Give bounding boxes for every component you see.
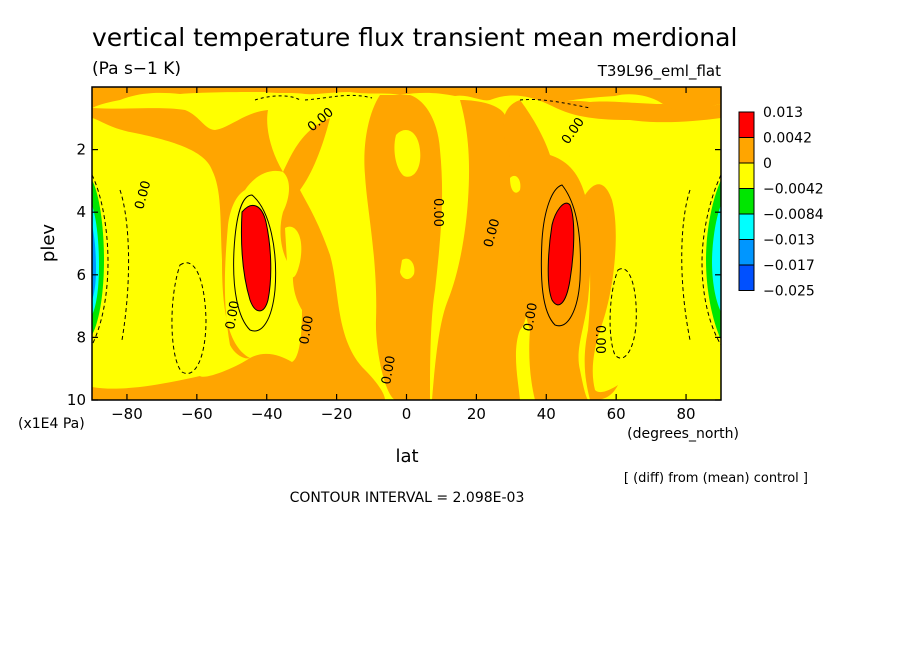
x-tick-label: −40 — [251, 405, 283, 423]
experiment-label: T39L96_eml_flat — [597, 62, 721, 81]
diff-note: [ (diff) from (mean) control ] — [624, 471, 808, 486]
neutral-island — [394, 130, 421, 177]
colorbar-label: −0.025 — [763, 284, 815, 300]
colorbar-swatch — [738, 213, 755, 240]
colorbar: 0.013 0.0042 0 −0.0042 −0.0084 −0.013 −0.017 −0… — [738, 105, 824, 300]
negative-band-north — [712, 205, 721, 312]
colorbar-label: 0.0042 — [763, 131, 812, 147]
positive-region — [584, 184, 618, 400]
positive-region — [364, 95, 443, 400]
contour-interval-label: CONTOUR INTERVAL = 2.098E-03 — [290, 490, 525, 506]
colorbar-label: −0.0084 — [763, 207, 824, 223]
y-tick-label: 10 — [67, 391, 86, 409]
colorbar-swatch — [738, 137, 755, 164]
x-tick-label: 20 — [467, 405, 486, 423]
colorbar-swatch — [738, 239, 755, 266]
colorbar-label: 0.013 — [763, 105, 803, 121]
contour-label: 0.00 — [297, 315, 317, 346]
colorbar-swatch — [738, 264, 755, 291]
x-axis: −80 −60 −40 −20 0 20 40 60 80 — [111, 87, 696, 423]
x-tick-label: −80 — [111, 405, 143, 423]
y-axis: 2 4 6 8 10 — [67, 141, 721, 409]
chart-units: (Pa s−1 K) — [92, 59, 181, 79]
colorbar-label: −0.013 — [763, 233, 815, 249]
neutral-island — [285, 226, 302, 278]
y-units-label: (x1E4 Pa) — [18, 416, 85, 432]
contour-label: 0.00 — [521, 302, 541, 333]
x-units-label: (degrees_north) — [627, 426, 739, 442]
y-tick-label: 8 — [76, 328, 86, 346]
colorbar-label: −0.017 — [763, 258, 815, 274]
positive-region — [503, 100, 591, 400]
colorbar-swatch — [738, 188, 755, 215]
y-axis-label: plev — [38, 224, 59, 263]
colorbar-label: 0 — [763, 156, 772, 172]
neutral-island — [510, 175, 521, 193]
contour-label: 0.00 — [223, 300, 243, 331]
positive-region — [92, 87, 721, 113]
contour-label: 0.00 — [592, 325, 607, 354]
positive-region — [552, 100, 721, 123]
x-axis-label: lat — [395, 446, 418, 467]
contour-label: 0.00 — [430, 198, 445, 227]
contour-label: 0.00 — [481, 217, 503, 249]
contour-label: 0.00 — [379, 355, 399, 386]
negative-band-south — [92, 225, 96, 300]
x-tick-label: −20 — [321, 405, 353, 423]
y-tick-label: 2 — [76, 141, 86, 159]
contour-lines — [92, 94, 721, 374]
max-region-north — [547, 202, 575, 306]
positive-region — [92, 108, 385, 400]
contour-field: 0.00 0.00 0.00 0.00 0.00 0.00 0.00 0.00 … — [92, 87, 721, 400]
neutral-island — [400, 258, 415, 280]
x-tick-label: −60 — [181, 405, 213, 423]
y-tick-label: 4 — [76, 203, 86, 221]
positive-region — [432, 100, 529, 400]
x-tick-label: 40 — [537, 405, 556, 423]
contour-label: 0.00 — [132, 179, 154, 211]
colorbar-swatch — [738, 162, 755, 189]
colorbar-label: −0.0042 — [763, 182, 824, 198]
max-region-south — [240, 204, 272, 312]
x-tick-label: 80 — [677, 405, 696, 423]
x-tick-label: 60 — [607, 405, 626, 423]
chart-title: vertical temperature flux transient mean… — [92, 23, 737, 52]
y-tick-label: 6 — [76, 266, 86, 284]
x-tick-label: 0 — [402, 405, 412, 423]
colorbar-swatch — [738, 111, 755, 138]
